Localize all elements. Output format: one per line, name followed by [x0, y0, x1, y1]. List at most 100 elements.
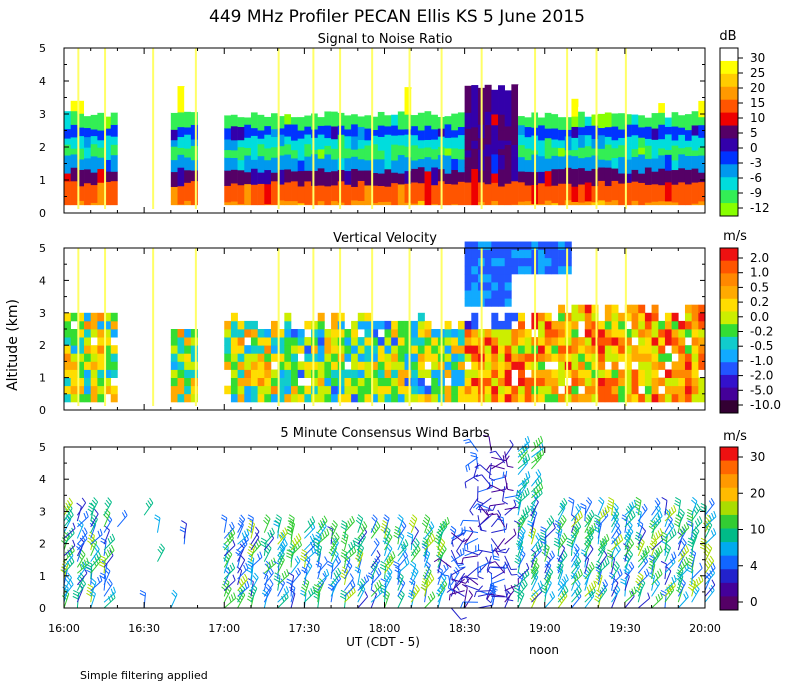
snr-cell: [431, 203, 439, 206]
barb-staff: [611, 558, 616, 574]
snr-cell: [391, 160, 399, 173]
snr-cell: [618, 144, 626, 158]
wind-barb: [464, 538, 479, 552]
barb-feather: [330, 525, 336, 531]
barb-feather: [507, 488, 514, 491]
barb-feather: [539, 475, 543, 482]
barb-staff: [466, 567, 479, 578]
barb-feather: [513, 528, 517, 535]
snr-cell: [498, 186, 505, 206]
vv-cell: [551, 377, 559, 387]
vv-cell: [638, 329, 646, 338]
vv-cell: [664, 337, 672, 346]
vv-cell: [90, 329, 98, 338]
vv-cell: [77, 369, 85, 378]
snr-cell: [684, 129, 692, 141]
snr-cell: [698, 181, 706, 202]
snr-cell: [170, 201, 178, 206]
barb-feather: [483, 434, 490, 438]
barb-feather: [244, 582, 248, 589]
snr-cell: [170, 87, 178, 113]
barb-staff: [63, 528, 76, 539]
snr-cell: [184, 87, 192, 112]
barb-feather: [648, 525, 655, 531]
vv-cell: [170, 361, 178, 370]
snr-cell: [538, 171, 546, 184]
snr-cell: [591, 155, 599, 169]
snr-cell: [644, 117, 652, 127]
vv-cell: [284, 353, 292, 362]
snr-field: [64, 48, 706, 209]
vv-cell: [110, 320, 118, 330]
barb-feather: [402, 544, 407, 550]
wind-barb: [624, 586, 637, 603]
barb-feather: [288, 517, 294, 522]
barb-feather: [633, 505, 640, 510]
barb-feather: [674, 499, 681, 504]
snr-cell: [90, 156, 98, 173]
vv-cell: [237, 361, 245, 370]
snr-cell: [564, 116, 572, 130]
vv-cell: [317, 337, 325, 346]
barb-feather: [321, 517, 326, 524]
barb-feather: [274, 575, 280, 580]
vv-cell: [77, 385, 85, 395]
snr-cell: [624, 136, 632, 145]
barb-feather: [628, 540, 633, 547]
wind-barb: [103, 592, 116, 609]
vv-cell: [678, 361, 686, 370]
wind-barb: [277, 527, 288, 545]
wind-barb: [674, 497, 682, 516]
barb-staff: [531, 550, 542, 562]
barb-feather: [332, 520, 338, 526]
vv-cell: [77, 320, 85, 330]
vv-cell: [451, 393, 459, 403]
barb-feather: [599, 540, 603, 547]
vv-cell: [64, 369, 71, 378]
barb-staff: [504, 590, 515, 603]
barb-feather: [158, 546, 164, 552]
snr-cell: [184, 182, 192, 201]
snr-cell: [110, 100, 118, 113]
vv-cell: [64, 361, 71, 370]
snr-cell: [604, 144, 612, 161]
vv-cell: [70, 345, 78, 354]
vv-cell: [297, 369, 305, 378]
vv-cell: [364, 337, 372, 346]
snr-cell: [64, 128, 71, 139]
snr-cell: [224, 201, 232, 206]
barb-feather: [649, 543, 655, 548]
snr-cell: [97, 203, 105, 206]
vv-cell: [70, 385, 78, 395]
wind-barb: [704, 555, 715, 574]
barb-feather: [247, 514, 254, 519]
barb-feather: [315, 534, 321, 539]
barb-feather: [286, 532, 293, 536]
barb-feather: [621, 514, 628, 519]
barb-feather: [291, 539, 296, 546]
snr-cell: [518, 124, 526, 136]
vv-cell: [97, 345, 105, 354]
vv-cell: [504, 241, 512, 251]
wind-barb: [571, 526, 580, 545]
barb-feather: [255, 526, 260, 532]
wind-barb: [357, 532, 366, 551]
snr-spike: [77, 48, 80, 209]
vv-cell: [284, 377, 292, 387]
vv-cell: [524, 385, 532, 395]
vv-cell: [671, 393, 679, 403]
snr-cell: [237, 169, 245, 186]
barb-feather: [301, 586, 307, 592]
barb-feather: [286, 568, 290, 575]
barb-feather: [463, 438, 470, 442]
barb-staff: [473, 462, 479, 478]
barb-feather: [280, 531, 285, 538]
vv-cell: [244, 377, 252, 387]
barb-feather: [334, 537, 339, 544]
snr-cell: [244, 183, 252, 203]
vv-cell: [404, 393, 412, 403]
snr-cell: [498, 148, 505, 156]
wind-barb: [397, 557, 410, 574]
barb-feather: [632, 510, 636, 517]
